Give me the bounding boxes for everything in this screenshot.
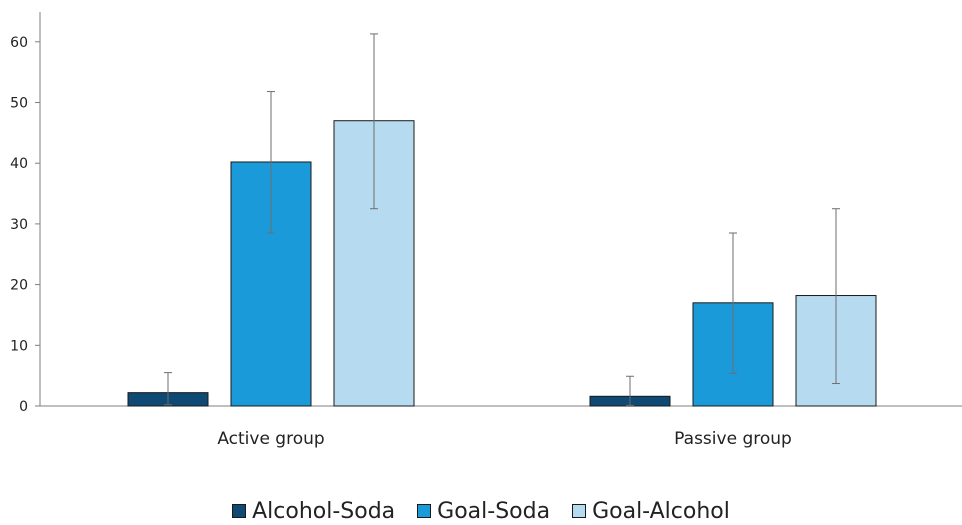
- legend-swatch: [572, 504, 587, 518]
- legend-item: Goal-Alcohol: [572, 499, 730, 524]
- legend-label: Goal-Soda: [437, 498, 551, 524]
- axis-labels: 0 10 20 30 40 50 60 Active group Passive group: [10, 35, 792, 449]
- legend-label: Goal-Alcohol: [592, 498, 730, 524]
- legend-swatch: [417, 504, 432, 518]
- y-tick-label: 50: [10, 96, 28, 112]
- y-tick-label: 40: [10, 156, 28, 172]
- error-bars: [164, 33, 840, 406]
- legend: Alcohol-Soda Goal-Soda Goal-Alcohol: [0, 497, 962, 525]
- x-category-label: Active group: [217, 429, 324, 449]
- y-tick-label: 60: [10, 35, 28, 51]
- y-tick-label: 30: [10, 217, 28, 233]
- y-tick-label: 0: [19, 399, 28, 415]
- x-category-label: Passive group: [674, 429, 792, 449]
- y-tick-label: 10: [10, 338, 28, 354]
- legend-label: Alcohol-Soda: [252, 498, 396, 524]
- legend-item: Alcohol-Soda: [232, 499, 395, 524]
- bars: [127, 120, 877, 407]
- y-tick-label: 20: [10, 278, 28, 294]
- legend-item: Goal-Soda: [417, 499, 550, 524]
- legend-swatch: [232, 504, 247, 518]
